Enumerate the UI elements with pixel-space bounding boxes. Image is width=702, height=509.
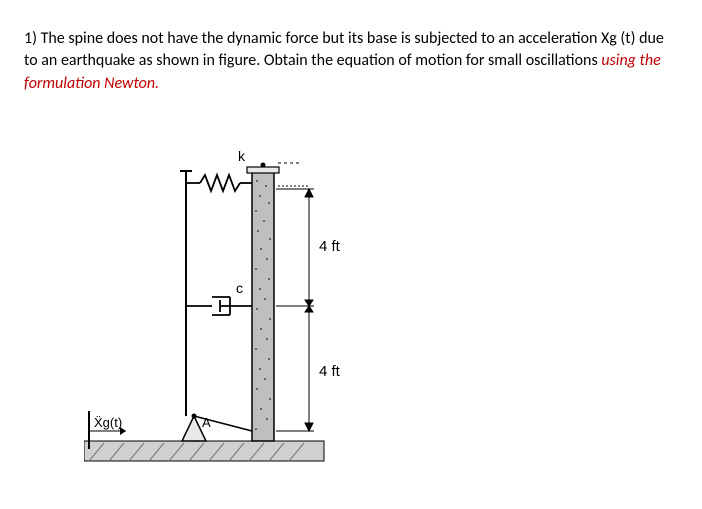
- base-accel-label: Ẍg(t): [94, 415, 122, 430]
- damper-label: c: [236, 280, 243, 296]
- problem-body: The spine does not have the dynamic forc…: [24, 29, 664, 70]
- pivot-label: A: [202, 415, 211, 430]
- spring-label: k: [238, 148, 246, 164]
- pivot: A: [182, 414, 211, 442]
- dimension: 4 ft 4 ft: [276, 189, 341, 431]
- column: [247, 163, 279, 442]
- problem-number: 1): [24, 29, 37, 48]
- damper: c: [186, 280, 252, 315]
- dim-upper-label: 4 ft: [319, 238, 341, 255]
- dim-lower-label: 4 ft: [319, 363, 341, 380]
- ground: [84, 441, 324, 461]
- figure: Ẍg(t) A: [84, 131, 364, 481]
- spring: k: [186, 148, 252, 191]
- problem-statement: 1) The spine does not have the dynamic f…: [24, 28, 678, 95]
